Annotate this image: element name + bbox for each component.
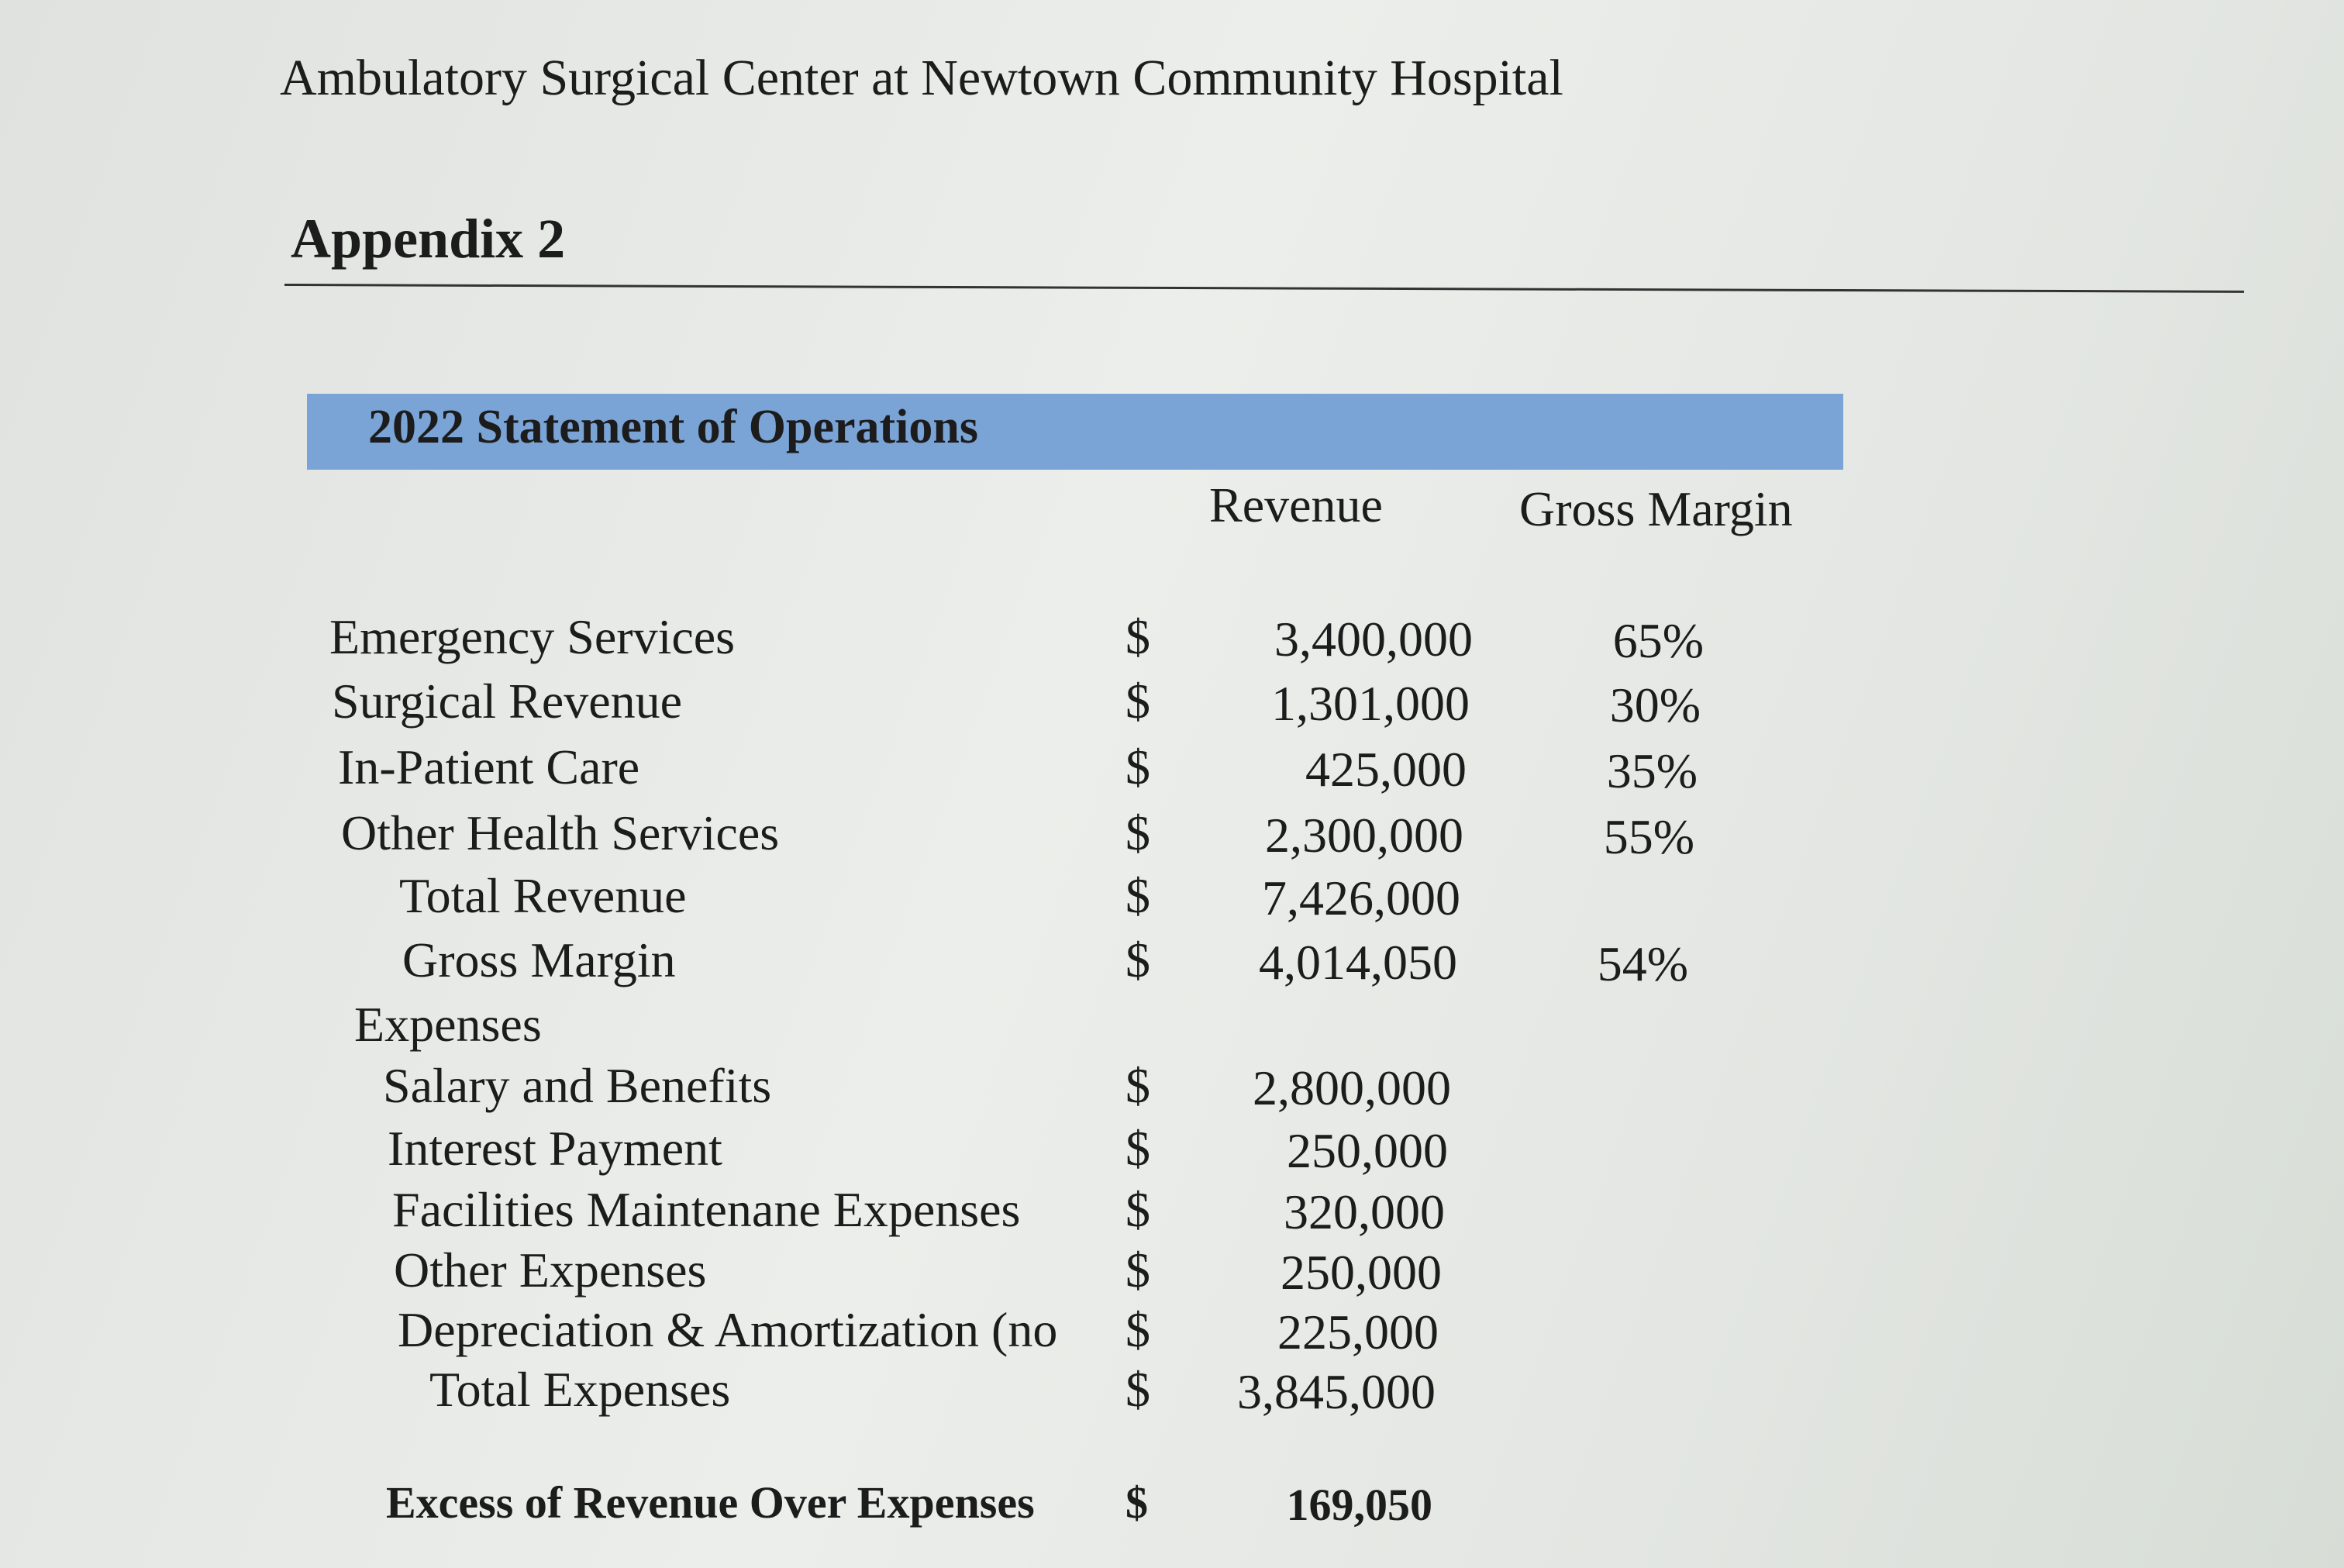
row-label: Facilities Maintenane Expenses — [392, 1182, 1021, 1237]
revenue-value: 3,845,000 — [1237, 1364, 1436, 1419]
currency-symbol: $ — [1125, 1477, 1148, 1528]
currency-symbol: $ — [1125, 1182, 1150, 1237]
revenue-value: 250,000 — [1287, 1123, 1448, 1178]
revenue-value: 1,301,000 — [1271, 676, 1470, 731]
rule — [284, 284, 2244, 293]
row-label: Salary and Benefits — [383, 1058, 772, 1113]
currency-symbol: $ — [1125, 805, 1150, 860]
column-header: Revenue — [1209, 477, 1383, 532]
currency-symbol: $ — [1125, 609, 1150, 664]
revenue-value: 2,300,000 — [1265, 808, 1463, 863]
currency-symbol: $ — [1125, 1242, 1150, 1297]
row-label: Other Health Services — [341, 805, 780, 860]
row-label: Expenses — [354, 997, 542, 1052]
currency-symbol: $ — [1125, 739, 1150, 794]
document-title: Ambulatory Surgical Center at Newtown Co… — [280, 50, 1563, 106]
margin-value: 30% — [1609, 677, 1701, 732]
revenue-value: 7,426,000 — [1262, 870, 1460, 925]
row-label: Other Expenses — [394, 1242, 707, 1297]
revenue-value: 320,000 — [1284, 1184, 1445, 1239]
currency-symbol: $ — [1125, 1362, 1150, 1417]
margin-value: 65% — [1612, 613, 1704, 668]
row-label: Excess of Revenue Over Expenses — [386, 1477, 1035, 1528]
currency-symbol: $ — [1125, 868, 1150, 923]
currency-symbol: $ — [1125, 1121, 1150, 1176]
column-header: Gross Margin — [1519, 481, 1793, 536]
row-label: Interest Payment — [388, 1121, 722, 1176]
row-label: Surgical Revenue — [332, 674, 683, 729]
revenue-value: 250,000 — [1281, 1245, 1442, 1300]
revenue-value: 169,050 — [1286, 1480, 1433, 1530]
row-label: Gross Margin — [402, 932, 676, 987]
appendix-heading: Appendix 2 — [291, 208, 566, 270]
currency-symbol: $ — [1125, 1058, 1150, 1113]
margin-value: 55% — [1603, 809, 1694, 864]
row-label: Total Expenses — [429, 1362, 731, 1417]
revenue-value: 4,014,050 — [1259, 935, 1457, 990]
currency-symbol: $ — [1125, 932, 1150, 987]
revenue-value: 2,800,000 — [1253, 1060, 1451, 1115]
margin-value: 54% — [1597, 936, 1688, 991]
row-label: Emergency Services — [329, 609, 736, 664]
table-title-bar — [307, 394, 1843, 470]
row-label: Total Revenue — [399, 868, 687, 923]
revenue-value: 3,400,000 — [1274, 612, 1473, 667]
table-title: 2022 Statement of Operations — [368, 401, 978, 453]
currency-symbol: $ — [1125, 674, 1150, 729]
currency-symbol: $ — [1125, 1302, 1150, 1357]
revenue-value: 225,000 — [1277, 1304, 1439, 1360]
revenue-value: 425,000 — [1305, 742, 1467, 797]
row-label: In-Patient Care — [338, 739, 640, 794]
margin-value: 35% — [1606, 743, 1698, 798]
row-label: Depreciation & Amortization (no — [398, 1302, 1058, 1357]
